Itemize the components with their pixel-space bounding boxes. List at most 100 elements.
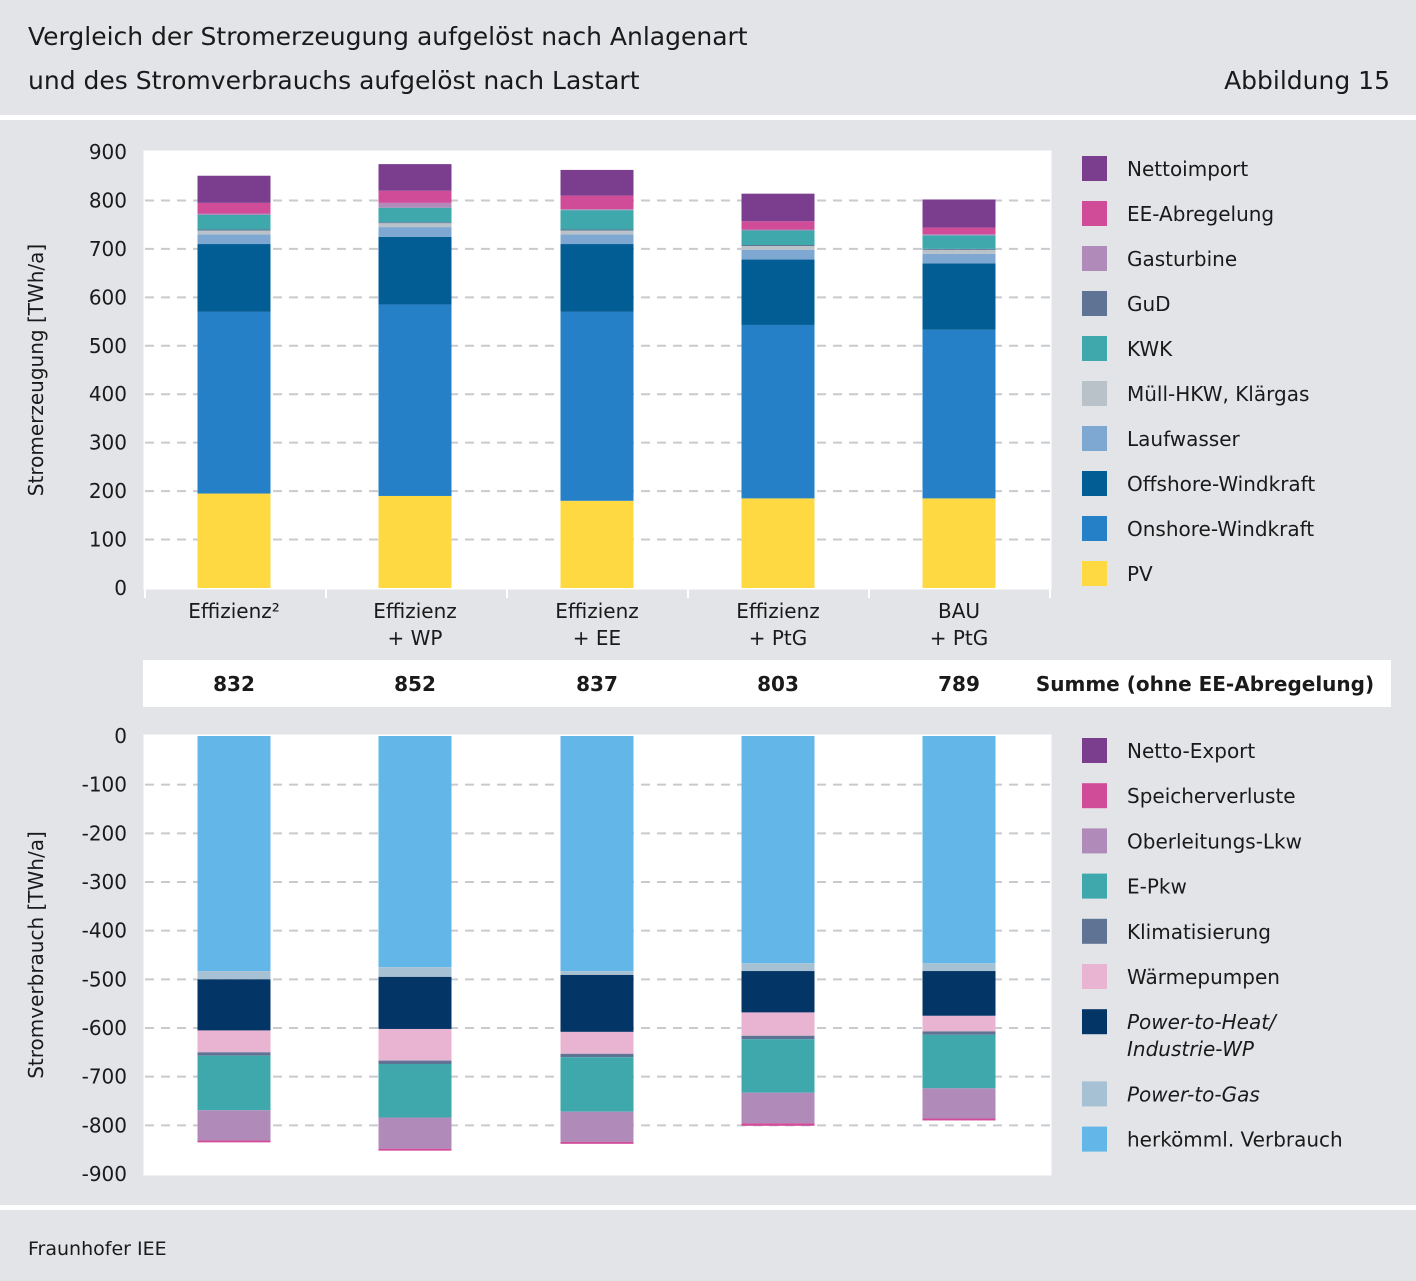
- bar-segment-muell-hkw-klaergas: [922, 249, 996, 254]
- y-tick-label: -700: [82, 1065, 127, 1089]
- x-tick-label: Effizienz: [555, 599, 639, 623]
- consumption-y-axis-label: Stromverbrauch [TWh/a]: [24, 831, 48, 1079]
- figure-label: Abbildung 15: [1224, 66, 1390, 95]
- bar-segment-klimatisierung: [197, 1052, 271, 1056]
- bar-segment-offshore-windkraft: [378, 236, 452, 305]
- bar-segment-e-pkw: [741, 1039, 815, 1093]
- legend-swatch-kwk: [1082, 336, 1107, 361]
- y-tick-label: 500: [89, 334, 127, 358]
- bar-segment-e-pkw: [197, 1055, 271, 1111]
- sum-value: 789: [938, 672, 980, 696]
- legend-label-klimatisierung: Klimatisierung: [1127, 920, 1271, 944]
- x-tick-label: Effizienz: [373, 599, 457, 623]
- legend-swatch-pv: [1082, 561, 1107, 586]
- y-tick-label: -800: [82, 1113, 127, 1137]
- header-band: Vergleich der Stromerzeugung aufgelöst n…: [0, 0, 1416, 115]
- legend-label-netto-export: Netto-Export: [1127, 739, 1255, 763]
- bar-segment-offshore-windkraft: [560, 244, 634, 312]
- bar-segment-onshore-windkraft: [560, 311, 634, 501]
- sum-row: 832 852 837 803 789 Summe (ohne EE-Abregelun…: [143, 660, 1391, 707]
- source-credit: Fraunhofer IEE: [28, 1238, 167, 1260]
- bar-segment-pv: [741, 498, 815, 588]
- bar-segment-klimatisierung: [741, 1035, 815, 1040]
- legend-swatch-onshore-windkraft: [1082, 516, 1107, 541]
- x-tick-label: + PtG: [930, 626, 989, 650]
- bar-segment-power-to-heat-industrie-wp: [378, 976, 452, 1029]
- bar-segment-nettoimport: [197, 175, 271, 203]
- y-tick-label: -400: [82, 919, 127, 943]
- bar-segment-onshore-windkraft: [922, 329, 996, 499]
- bar-segment-power-to-gas: [741, 963, 815, 972]
- legend-swatch-offshore-windkraft: [1082, 471, 1107, 496]
- bar-segment-nettoimport: [741, 193, 815, 222]
- bar-segment-oberleitungs-lkw: [922, 1088, 996, 1119]
- bar-segment-waermepumpen: [741, 1012, 815, 1036]
- generation-bars: [197, 164, 996, 588]
- bar-segment-laufwasser: [197, 234, 271, 245]
- chart-title-line1: Vergleich der Stromerzeugung aufgelöst n…: [28, 22, 748, 51]
- bar-segment-e-pkw: [560, 1057, 634, 1112]
- bar-segment-muell-hkw-klaergas: [741, 245, 815, 250]
- bar-segment-power-to-gas: [378, 967, 452, 977]
- bar-segment-waermepumpen: [197, 1030, 271, 1053]
- generation-y-ticks: 0 100 200 300 400 500 600 700 800 900: [89, 140, 127, 600]
- legend-swatch-herkoemml-verbrauch: [1082, 1126, 1107, 1152]
- generation-y-axis-label: Stromerzeugung [TWh/a]: [24, 244, 48, 496]
- legend-label-gasturbine: Gasturbine: [1127, 247, 1237, 271]
- y-tick-label: 0: [114, 724, 127, 748]
- sum-value: 852: [394, 672, 436, 696]
- bar-segment-ee-abregelung: [197, 202, 271, 214]
- bar-segment-klimatisierung: [378, 1060, 452, 1065]
- legend-swatch-waermepumpen: [1082, 964, 1107, 989]
- x-tick-label: BAU: [938, 599, 980, 623]
- y-tick-label: 900: [89, 140, 127, 164]
- bar-segment-gasturbine: [560, 209, 634, 211]
- bar-segment-speicherverluste: [197, 1140, 271, 1143]
- bar-segment-pv: [378, 495, 452, 588]
- legend-label-pv: PV: [1127, 562, 1153, 586]
- bar-segment-offshore-windkraft: [197, 244, 271, 312]
- bar-segment-herkoemml-verbrauch: [560, 736, 634, 972]
- x-tick-label: Effizienz²: [188, 599, 280, 623]
- bar-segment-oberleitungs-lkw: [741, 1092, 815, 1124]
- bar-segment-herkoemml-verbrauch: [741, 736, 815, 964]
- legend-label-ee-abregelung: EE-Abregelung: [1127, 202, 1274, 226]
- legend-swatch-power-to-heat-industrie-wp: [1082, 1009, 1107, 1035]
- consumption-chart: 0 -100 -200 -300 -400 -500 -600 -700 -800 -900 St…: [24, 724, 1343, 1186]
- bar-segment-muell-hkw-klaergas: [197, 230, 271, 235]
- sum-row-box: [143, 660, 1391, 707]
- consumption-legend: Netto-Export Speicherverluste Oberleitungs…: [1082, 738, 1343, 1152]
- bar-segment-power-to-gas: [922, 963, 996, 972]
- legend-swatch-nettoimport: [1082, 156, 1107, 181]
- legend-label-muell-hkw-klaergas: Müll-HKW, Klärgas: [1127, 382, 1309, 406]
- bar-segment-oberleitungs-lkw: [378, 1117, 452, 1149]
- legend-label-speicherverluste: Speicherverluste: [1127, 784, 1296, 808]
- x-tick-label: + PtG: [749, 626, 808, 650]
- bar-segment-pv: [922, 498, 996, 588]
- bar-segment-herkoemml-verbrauch: [922, 736, 996, 964]
- legend-label-onshore-windkraft: Onshore-Windkraft: [1127, 517, 1314, 541]
- bar-segment-power-to-heat-industrie-wp: [922, 971, 996, 1016]
- bar-segment-kwk: [197, 214, 271, 230]
- bar-segment-herkoemml-verbrauch: [378, 736, 452, 968]
- generation-x-ticks: Effizienz² Effizienz + WP Effizienz + EE Effi…: [144, 588, 1051, 650]
- legend-label-power-to-gas: Power-to-Gas: [1127, 1082, 1260, 1106]
- legend-label-waermepumpen: Wärmepumpen: [1127, 965, 1280, 989]
- bar-segment-nettoimport: [560, 169, 634, 196]
- bar-segment-oberleitungs-lkw: [197, 1110, 271, 1141]
- bar-segment-kwk: [560, 210, 634, 230]
- legend-swatch-netto-export: [1082, 738, 1107, 763]
- bar-segment-waermepumpen: [560, 1031, 634, 1054]
- bar-segment-ee-abregelung: [922, 227, 996, 235]
- bar-segment-nettoimport: [922, 199, 996, 228]
- bar-segment-power-to-gas: [197, 971, 271, 980]
- bar-segment-laufwasser: [560, 234, 634, 245]
- bar-segment-ee-abregelung: [378, 190, 452, 203]
- legend-label-laufwasser: Laufwasser: [1127, 427, 1241, 451]
- y-tick-label: 800: [89, 188, 127, 212]
- bar-segment-gud: [197, 229, 271, 231]
- legend-label-power-to-heat-industrie-wp: Industrie-WP: [1127, 1037, 1255, 1061]
- legend-swatch-e-pkw: [1082, 873, 1107, 899]
